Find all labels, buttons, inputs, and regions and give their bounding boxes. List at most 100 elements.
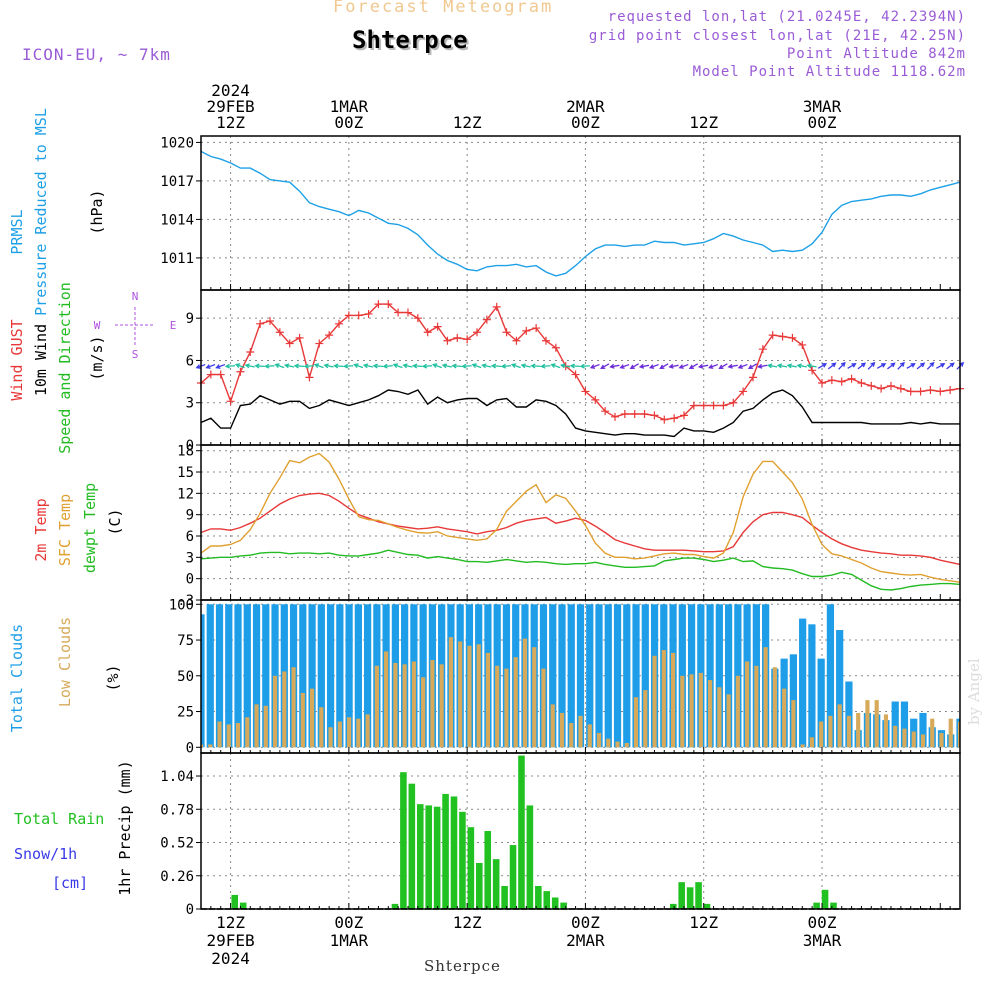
wind-direction-arrow <box>876 363 886 369</box>
gust-marker <box>364 309 373 318</box>
wind-direction-arrow <box>838 362 846 370</box>
wind-direction-arrow <box>936 363 945 369</box>
clouds-low-clouds-bar <box>754 665 759 748</box>
precip-1hr-precip-bar <box>484 831 492 909</box>
gust-marker <box>502 328 511 337</box>
wind-direction-arrow <box>531 365 541 368</box>
gust-marker <box>482 315 491 324</box>
precip-1hr-precip-bar <box>492 859 500 909</box>
compass-south: S <box>132 348 139 361</box>
gust-marker <box>601 407 610 416</box>
clouds-low-clouds-bar <box>430 660 435 748</box>
temperature-ytick-label: 0 <box>186 572 194 588</box>
clouds-side-label: (%) <box>104 664 122 691</box>
wind-direction-arrowhead <box>421 363 428 369</box>
clouds-total-clouds-bar <box>845 681 853 748</box>
clouds-ytick-label: 0 <box>186 740 194 756</box>
wind-direction-arrow <box>946 362 955 370</box>
clouds-total-clouds-bar <box>836 630 844 748</box>
precip-1hr-precip-bar <box>450 796 458 909</box>
clouds-low-clouds-bar <box>374 665 379 748</box>
wind-direction-arrowhead <box>550 363 556 368</box>
clouds-total-clouds-bar <box>215 604 224 748</box>
precip-1hr-precip-bar <box>408 783 416 909</box>
temperature-frame <box>200 444 961 601</box>
clouds-low-clouds-bar <box>930 718 935 748</box>
gust-marker <box>404 308 412 317</box>
clouds-low-clouds-bar <box>217 721 222 748</box>
wind-direction-arrow <box>906 363 915 369</box>
wind-direction-arrow <box>275 363 285 369</box>
forecast-title: Forecast Meteogram <box>333 0 554 17</box>
wind-direction-arrow <box>344 365 354 368</box>
temperature-side-label: SFC Temp <box>56 494 74 566</box>
gust-marker <box>374 300 383 309</box>
precip-ytick-label: 0 <box>186 902 194 918</box>
precip-1hr-precip-bar <box>543 891 551 909</box>
precip-1hr-precip-bar <box>535 885 542 909</box>
clouds-low-clouds-bar <box>902 728 907 748</box>
clouds-low-clouds-bar <box>495 665 500 748</box>
precip-1hr-precip-bar <box>400 772 407 909</box>
wind-direction-arrowhead <box>481 363 487 369</box>
wind-direction-arrow <box>807 364 817 368</box>
clouds-low-clouds-bar <box>578 715 583 748</box>
wind-direction-arrowhead <box>303 363 309 369</box>
top-time-label: 00Z <box>334 113 363 132</box>
wind-direction-arrowhead <box>274 363 280 368</box>
clouds-total-clouds-bar <box>419 604 427 748</box>
grid-layer <box>201 136 960 910</box>
clouds-low-clouds-bar <box>883 714 889 748</box>
temperature-side-label: 2m Temp <box>32 498 50 561</box>
precip-1hr-precip-bar <box>813 902 820 909</box>
wind-direction-arrow <box>511 363 521 369</box>
wind-direction-arrow <box>897 362 905 370</box>
clouds-low-clouds-bar <box>957 721 960 748</box>
gust-marker <box>246 348 255 356</box>
wind-direction-arrow <box>857 362 866 370</box>
wind-direction-arrowhead <box>195 364 201 369</box>
top-time-label: 12Z <box>689 113 718 132</box>
clouds-total-clouds-bar <box>623 604 631 748</box>
top-time-label: 00Z <box>571 113 600 132</box>
temperature-dewpt-temp-line <box>200 549 961 591</box>
wind-direction-arrow <box>206 363 216 369</box>
clouds-low-clouds-bar <box>337 721 342 748</box>
precip-1hr-precip-bar <box>703 903 711 909</box>
wind-direction-arrow <box>768 364 778 368</box>
clouds-low-clouds-bar <box>745 661 750 748</box>
precip-1hr-precip-bar <box>560 902 567 909</box>
temperature-side-label: dewpt Temp <box>81 483 99 573</box>
gust-marker <box>581 387 590 396</box>
top-time-label: 2024 <box>211 81 250 100</box>
clouds-low-clouds-bar <box>485 652 491 748</box>
gust-marker <box>660 415 669 424</box>
precip-1hr-precip-bar <box>830 902 837 909</box>
clouds-low-clouds-bar <box>245 717 250 748</box>
gust-marker <box>512 336 521 345</box>
wind-direction-arrow <box>324 364 334 368</box>
gust-marker <box>689 401 698 410</box>
gust-marker <box>216 370 225 379</box>
clouds-low-clouds-bar <box>893 725 898 748</box>
clouds-low-clouds-bar <box>328 727 333 748</box>
bottom-time-label: 12Z <box>453 913 482 932</box>
wind-direction-arrowhead <box>402 363 408 369</box>
bottom-time-label: 3MAR <box>803 931 842 950</box>
wind-direction-arrow <box>649 363 659 369</box>
gust-marker <box>640 410 649 418</box>
wind-frame <box>200 289 961 446</box>
gust-marker <box>877 384 886 393</box>
clouds-ytick-label: 100 <box>169 597 194 613</box>
wind-direction-arrowhead <box>600 364 606 370</box>
bottom-time-label: 1MAR <box>330 931 369 950</box>
compass-cross <box>115 307 155 347</box>
clouds-low-clouds-bar <box>670 652 676 748</box>
wind-direction-arrowhead <box>215 364 221 369</box>
precip-1hr-precip-bar <box>391 903 399 909</box>
gust-marker <box>768 331 777 340</box>
wind-direction-arrow <box>660 363 669 369</box>
clouds-total-clouds-bar <box>354 604 362 748</box>
clouds-total-clouds-bar <box>808 624 816 748</box>
